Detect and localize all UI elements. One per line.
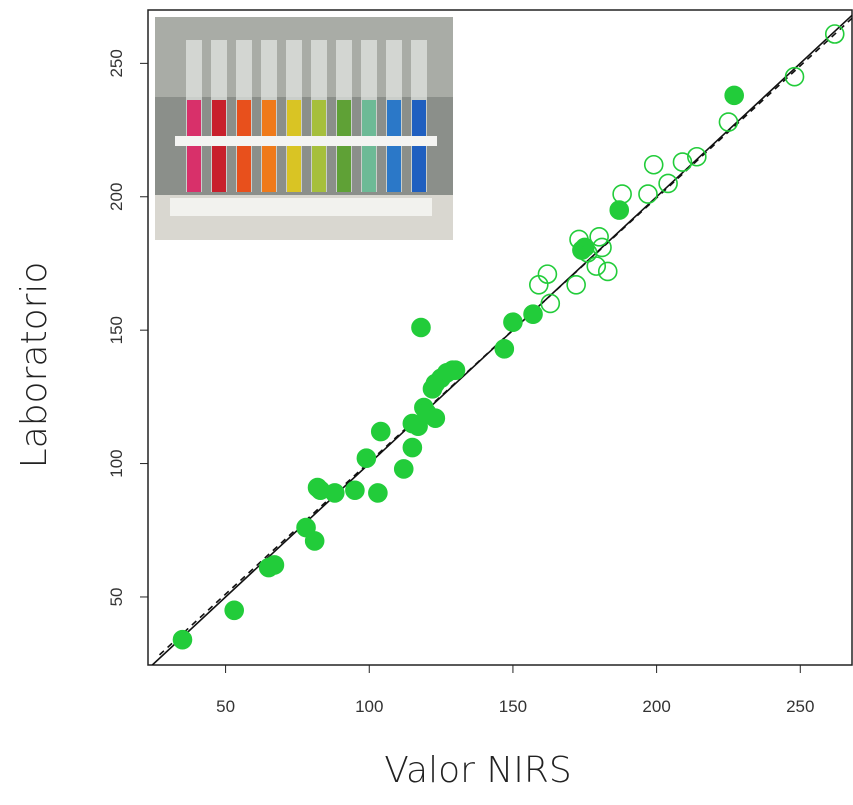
point	[577, 242, 598, 263]
x-tick-label: 250	[786, 697, 814, 716]
point	[264, 555, 285, 575]
point	[523, 304, 543, 324]
point	[638, 184, 658, 204]
y-tick-label: 50	[107, 588, 126, 607]
point	[172, 629, 193, 650]
y-tick-label: 250	[107, 49, 126, 77]
point	[528, 275, 549, 295]
point	[609, 200, 630, 220]
point	[586, 256, 607, 276]
point	[643, 154, 664, 175]
plot-frame	[147, 9, 853, 666]
point	[612, 184, 632, 204]
points	[172, 24, 845, 650]
point	[345, 480, 365, 501]
x-axis-label: Valor NIRS	[384, 750, 572, 791]
point	[402, 437, 423, 458]
point	[718, 112, 739, 132]
point	[324, 483, 345, 503]
y-tick-label: 200	[107, 183, 126, 211]
point	[672, 152, 693, 172]
y-tick-label: 150	[107, 316, 126, 344]
inset-photo	[155, 17, 453, 240]
point	[540, 293, 561, 314]
point	[224, 600, 245, 621]
x-tick-label: 100	[355, 697, 383, 716]
point	[658, 173, 678, 194]
x-tick-label: 50	[216, 697, 235, 716]
point	[356, 448, 377, 469]
y-axis-label: Laboratorio	[14, 262, 55, 469]
point	[566, 275, 586, 295]
point	[824, 24, 845, 44]
point	[393, 459, 414, 479]
point	[687, 146, 707, 167]
point	[592, 237, 612, 258]
point	[724, 85, 744, 106]
point	[503, 312, 523, 332]
point	[370, 421, 391, 442]
point	[784, 66, 805, 87]
point	[494, 339, 515, 359]
point	[425, 408, 446, 429]
point	[411, 317, 431, 338]
point	[589, 226, 609, 247]
y-tick-label: 100	[107, 449, 126, 477]
point	[368, 483, 388, 503]
point	[445, 360, 466, 380]
x-tick-label: 150	[499, 697, 527, 716]
point	[597, 261, 618, 282]
x-tick-label: 200	[642, 697, 670, 716]
point	[304, 531, 325, 551]
